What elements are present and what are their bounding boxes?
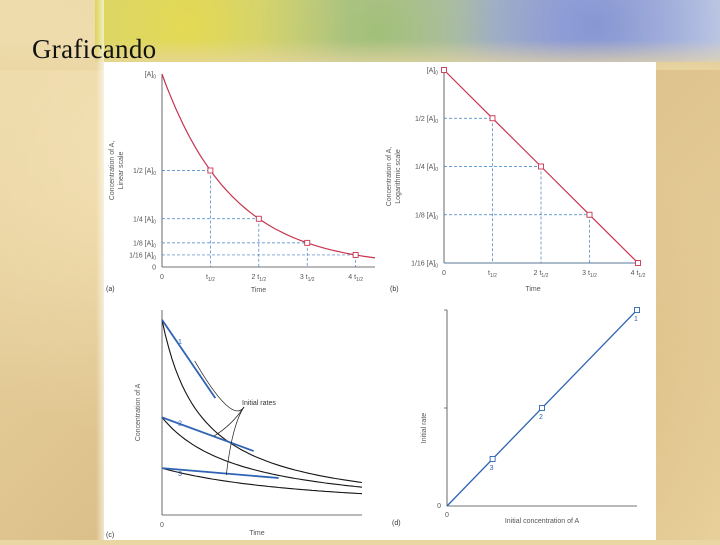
panel-a-y-tick-label: 0 [152, 265, 156, 272]
kinetics-figure: [A]01/2 [A]01/4 [A]01/8 [A]01/16 [A]000 t… [106, 67, 646, 539]
panel-c-origin-label: 0 [160, 522, 164, 529]
panel-b-point [586, 211, 593, 218]
panel-b-point [489, 115, 496, 122]
panel-c-annotation-leader [225, 406, 245, 476]
panel-d-tag: (d) [392, 520, 401, 527]
panel-b-x-tick-label: 0 [442, 270, 446, 277]
panel-a-x-tick-label: 2 t1/2 [251, 274, 266, 283]
panel-b-x-tick-label: 2 t1/2 [534, 270, 549, 279]
panel-a-x-tick-label: 0 [160, 274, 164, 281]
panel-d-point-label: 3 [490, 465, 494, 472]
panel-c-curve-1 [161, 319, 363, 484]
panel-a-x-tick-label: t1/2 [206, 274, 215, 283]
panel-b-tag: (b) [390, 286, 399, 293]
panel-d-y-origin: 0 [437, 503, 441, 510]
panel-c-series-label: 1 [178, 339, 182, 346]
panel-d-point-label: 1 [634, 316, 638, 323]
panel-a-y-label-scale: Linear scale [118, 152, 125, 190]
panel-c-x-label: Time [249, 530, 264, 537]
panel-d-point-label: 2 [539, 414, 543, 421]
panel-b-y-tick-label: [A]0 [427, 68, 439, 77]
panel-b-y-tick-label: 1/8 [A]0 [415, 212, 438, 221]
panel-a-point [207, 167, 214, 174]
panel-c-y-label: Concentration of A [135, 383, 142, 441]
panel-a-y-tick-label: 1/8 [A]0 [133, 240, 156, 249]
panel-c-tangent-2 [161, 416, 254, 452]
panel-d-point [634, 307, 640, 313]
panel-c-tag: (c) [106, 532, 114, 539]
panel-a-y-tick-label: [A]0 [145, 72, 157, 81]
panel-d-x-label: Initial concentration of A [505, 518, 580, 525]
panel-a-y-tick-label: 1/2 [A]0 [133, 168, 156, 177]
sheet-edge [96, 0, 104, 540]
panel-c-tangent-1 [161, 319, 217, 399]
panel-c-curve-3 [161, 467, 363, 495]
panel-a-decay-curve [161, 73, 376, 259]
panel-b-x-tick-label: 3 t1/2 [582, 270, 597, 279]
panel-a-y-tick-label: 1/16 [A]0 [129, 252, 156, 261]
panel-d-point [539, 405, 545, 411]
panel-b-y-label: Concentration of A, [386, 147, 393, 207]
panel-a-x-tick-label: 4 t1/2 [348, 274, 363, 283]
panel-b-y-tick-label: 1/16 [A]0 [411, 261, 438, 270]
slide-title: Graficando [32, 34, 157, 64]
panel-b-y-tick-label: 1/2 [A]0 [415, 116, 438, 125]
panel-b-x-tick-label: t1/2 [488, 270, 497, 279]
panel-c-series-label: 2 [178, 420, 182, 427]
panel-a-tag: (a) [106, 286, 115, 293]
panel-d-x-origin: 0 [445, 512, 449, 519]
panel-c-series-label: 3 [178, 471, 182, 478]
panel-a-point [304, 239, 311, 246]
panel-d-y-label: Initial rate [421, 413, 428, 443]
panel-b-point [441, 67, 447, 73]
panel-a-y-tick-label: 1/4 [A]0 [133, 216, 156, 225]
panel-c-curve-2 [161, 417, 363, 488]
panel-a-x-tick-label: 3 t1/2 [300, 274, 315, 283]
panel-a-point [352, 251, 359, 258]
panel-b-point [538, 163, 544, 170]
panel-b-x-label: Time [525, 286, 540, 293]
panel-b-point [635, 260, 641, 266]
figure-sheet: [A]0 1/2 [A]0 1/4 [A]0 1/8 [A]0 1/16 [A]0 0 0 t… [104, 62, 656, 540]
panel-b-x-tick-label: 4 t1/2 [631, 270, 646, 279]
panel-d-point [489, 456, 496, 462]
panel-c-annotation: Initial rates [242, 400, 276, 407]
panel-a-x-label: Time [251, 287, 266, 294]
panel-b-y-tick-label: 1/4 [A]0 [415, 164, 438, 173]
panel-b-y-label-scale: Logarithmic scale [395, 149, 402, 204]
panel-c-annotation-leader [213, 406, 245, 437]
panel-a-point [255, 215, 262, 222]
panel-a-y-label: Concentration of A, [109, 141, 116, 201]
panel-c-tangent-3 [161, 467, 279, 479]
panel-c-annotation-leader [194, 360, 245, 412]
